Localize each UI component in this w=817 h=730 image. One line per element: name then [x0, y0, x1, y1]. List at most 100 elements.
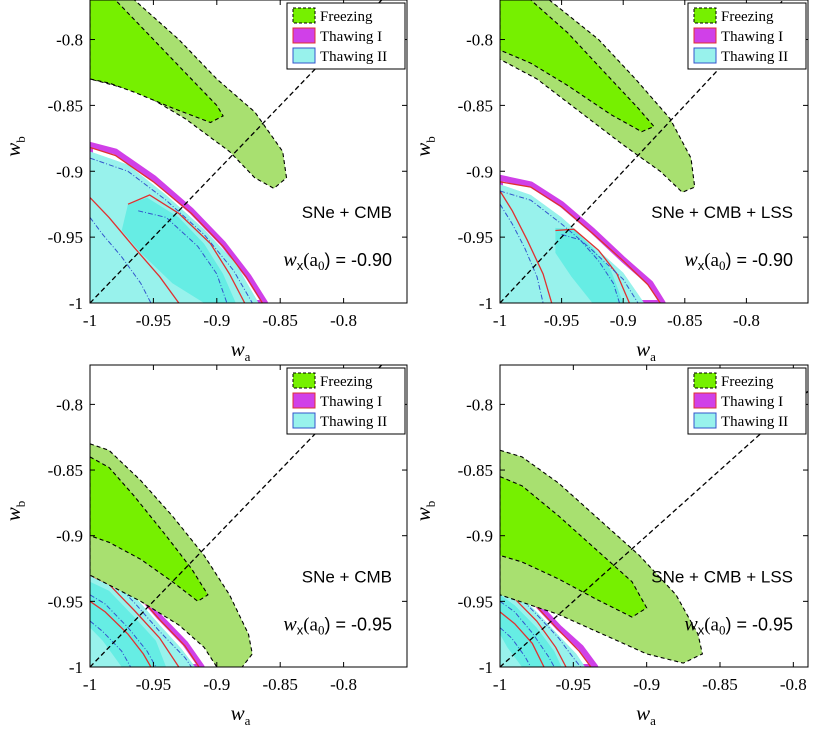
- panel-top-right: -1 -0.95 -0.9 -0.85 -0.8 -1 -0.95 -0.9 -0.85 -0.8…: [411, 0, 809, 364]
- thawing1-region: [90, 141, 268, 303]
- legend-label: Thawing II: [721, 49, 788, 65]
- x-tick-label: -0.9: [203, 675, 230, 694]
- y-axis-label-symbol: w: [411, 507, 435, 521]
- thawing2-contour-line-2: [500, 627, 532, 667]
- y-tick-label: -0.85: [48, 461, 83, 480]
- param-subscript: x: [297, 258, 304, 273]
- legend-label: Thawing I: [320, 394, 382, 410]
- y-axis-label-subscript: b: [13, 501, 28, 508]
- legend-label: Thawing II: [721, 414, 788, 430]
- y-tick-label: -0.85: [458, 461, 493, 480]
- param-symbol: w: [283, 249, 297, 271]
- y-tick-label: -0.95: [48, 592, 83, 611]
- thawing1-contour-line-3: [500, 181, 661, 303]
- x-axis-label-subscript: a: [245, 349, 251, 364]
- x-axis-label: wa: [231, 701, 251, 728]
- y-axis-label-symbol: w: [1, 143, 25, 157]
- y-tick-label: -1: [479, 294, 493, 313]
- y-axis-label: wb: [411, 501, 438, 522]
- legend-swatch-thawing1: [693, 27, 717, 44]
- legend: Freezing Thawing I Thawing II: [687, 2, 807, 70]
- legend: Freezing Thawing I Thawing II: [286, 2, 406, 70]
- thawing1-contour-line-2: [500, 611, 545, 667]
- y-tick-label: -0.9: [56, 162, 83, 181]
- axes-frame: [89, 0, 408, 304]
- y-tick-label: -0.85: [458, 96, 493, 115]
- legend-label: Thawing I: [721, 29, 783, 45]
- y-axis-label: wb: [1, 136, 28, 157]
- thawing1-region: [500, 174, 666, 303]
- dataset-annotation: SNe + CMB + LSS: [651, 203, 793, 222]
- x-tick-label: -1: [83, 311, 97, 330]
- thawing1-contour-line-2: [90, 600, 152, 667]
- legend-swatch-thawing2: [292, 47, 316, 64]
- dataset-annotation: SNe + CMB: [302, 567, 392, 586]
- parameter-annotation: wx(a0) = -0.90: [684, 249, 793, 273]
- legend-swatch-thawing2: [292, 412, 316, 429]
- param-argument-subscript: 0: [719, 622, 726, 637]
- x-tick-label: -0.95: [556, 675, 591, 694]
- thawing1-contour-line-1: [500, 190, 553, 303]
- thawing2-inner-region: [121, 197, 236, 303]
- x-tick-label: -0.95: [136, 311, 171, 330]
- thawing2-contour-line-2: [90, 620, 132, 667]
- thawing2-contour-line-1: [500, 600, 555, 667]
- legend-swatch-thawing1: [292, 392, 316, 409]
- y-axis-label-symbol: w: [411, 143, 435, 157]
- x-tick-label: -0.95: [544, 311, 579, 330]
- legend-label: Freezing: [721, 374, 774, 390]
- param-value: ) = -0.95: [324, 614, 392, 634]
- y-tick-label: -0.95: [458, 592, 493, 611]
- legend-swatch-freezing: [292, 7, 316, 24]
- param-value: ) = -0.90: [725, 250, 793, 270]
- param-argument: (a: [303, 614, 318, 635]
- x-tick-label: -0.85: [262, 311, 297, 330]
- param-value: ) = -0.90: [324, 250, 392, 270]
- param-symbol: w: [283, 613, 297, 635]
- axes-frame: [89, 364, 408, 668]
- y-tick-label: -0.95: [458, 228, 493, 247]
- diagonal-line: [500, 390, 808, 667]
- param-symbol: w: [684, 249, 698, 271]
- param-argument: (a: [704, 250, 719, 271]
- diagonal-line: [90, 365, 383, 667]
- x-tick-label: -0.95: [136, 675, 171, 694]
- thawing1-contour-line-2: [127, 194, 246, 303]
- param-argument-subscript: 0: [719, 258, 726, 273]
- contour-group: [500, 0, 784, 303]
- legend-label: Freezing: [320, 374, 373, 390]
- param-subscript: x: [698, 258, 705, 273]
- legend-swatch-thawing2: [693, 47, 717, 64]
- parameter-annotation: wx(a0) = -0.95: [283, 613, 392, 637]
- x-axis-label: wa: [636, 337, 656, 364]
- x-axis-label-symbol: w: [231, 337, 245, 361]
- y-tick-label: -0.9: [466, 527, 493, 546]
- y-tick-label: -1: [479, 658, 493, 677]
- thawing2-contour-line-1: [500, 203, 544, 303]
- legend-swatch-freezing: [693, 7, 717, 24]
- y-tick-label: -1: [69, 294, 83, 313]
- x-tick-label: -0.85: [262, 675, 297, 694]
- freezing-inner-region: [500, 476, 648, 618]
- legend-swatch-freezing: [292, 372, 316, 389]
- x-tick-label: -0.9: [203, 311, 230, 330]
- y-tick-label: -0.8: [466, 31, 493, 50]
- legend-label: Freezing: [320, 9, 373, 25]
- y-tick-label: -0.9: [56, 527, 83, 546]
- y-axis-label-subscript: b: [423, 501, 438, 508]
- legend-label: Thawing II: [320, 414, 387, 430]
- legend: Freezing Thawing I Thawing II: [687, 367, 807, 435]
- parameter-annotation: wx(a0) = -0.90: [283, 249, 392, 273]
- y-tick-label: -0.85: [48, 96, 83, 115]
- thawing2-contour-line-3: [500, 190, 639, 303]
- x-tick-label: -0.9: [633, 675, 660, 694]
- y-tick-label: -0.8: [466, 395, 493, 414]
- freezing-inner-region: [90, 456, 209, 602]
- panel-bottom-left: -1 -0.95 -0.9 -0.85 -0.8 -1 -0.95 -0.9 -0.85 -0.8…: [1, 364, 408, 728]
- thawing1-contour-line-1: [90, 197, 180, 303]
- thawing2-contour-line-1: [90, 594, 157, 667]
- dataset-annotation: SNe + CMB + LSS: [651, 567, 793, 586]
- y-axis-label-symbol: w: [1, 507, 25, 521]
- x-tick-label: -0.85: [667, 311, 702, 330]
